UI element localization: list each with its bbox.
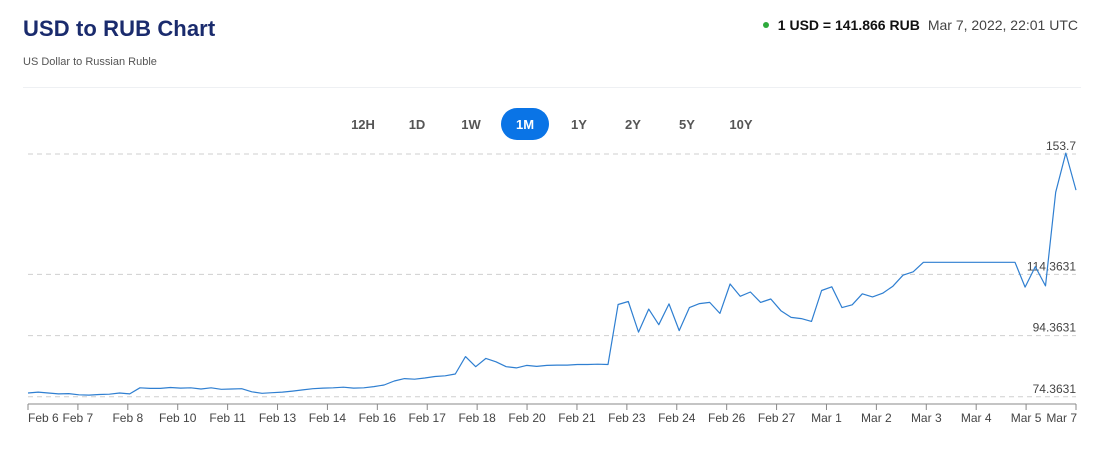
live-status-dot-icon bbox=[762, 22, 769, 28]
header-divider bbox=[23, 87, 1081, 88]
x-tick-label: Feb 8 bbox=[112, 411, 143, 425]
page-title: USD to RUB Chart bbox=[23, 16, 216, 41]
range-button-2y[interactable]: 2Y bbox=[609, 108, 657, 140]
x-tick-label: Feb 7 bbox=[63, 411, 94, 425]
range-button-1d[interactable]: 1D bbox=[393, 108, 441, 140]
x-tick-label: Mar 2 bbox=[861, 411, 892, 425]
x-tick-label: Feb 21 bbox=[558, 411, 596, 425]
page-subtitle: US Dollar to Russian Ruble bbox=[23, 56, 157, 68]
x-tick-label: Feb 17 bbox=[409, 411, 447, 425]
chart-series bbox=[27, 152, 1077, 396]
x-tick-label: Feb 14 bbox=[309, 411, 347, 425]
y-tick-label: 114.3631 bbox=[1027, 259, 1076, 273]
range-button-12h[interactable]: 12H bbox=[339, 108, 387, 140]
x-tick-label: Feb 16 bbox=[359, 411, 397, 425]
x-tick-label: Feb 11 bbox=[209, 411, 246, 425]
x-tick-label: Feb 20 bbox=[508, 411, 546, 425]
range-button-10y[interactable]: 10Y bbox=[717, 108, 765, 140]
x-tick-label: Feb 10 bbox=[159, 411, 197, 425]
x-tick-label: Mar 4 bbox=[961, 411, 992, 425]
exchange-rate-value: 1 USD = 141.866 RUB bbox=[777, 17, 920, 33]
range-button-1y[interactable]: 1Y bbox=[555, 108, 603, 140]
y-tick-label: 94.3631 bbox=[1033, 321, 1077, 335]
x-tick-label: Feb 23 bbox=[608, 411, 646, 425]
y-tick-label: 153.7 bbox=[1046, 139, 1076, 153]
x-tick-label: Feb 13 bbox=[259, 411, 297, 425]
rate-summary: 1 USD = 141.866 RUB Mar 7, 2022, 22:01 U… bbox=[762, 17, 1078, 33]
x-tick-label: Mar 1 bbox=[811, 411, 842, 425]
chart-gridlines bbox=[28, 153, 1076, 398]
x-tick-label: Feb 24 bbox=[658, 411, 696, 425]
time-range-selector: 12H 1D 1W 1M 1Y 2Y 5Y 10Y bbox=[0, 108, 1104, 140]
rate-timestamp: Mar 7, 2022, 22:01 UTC bbox=[927, 17, 1078, 33]
x-tick-label: Feb 27 bbox=[758, 411, 796, 425]
x-tick-label: Feb 6 bbox=[28, 411, 59, 425]
x-tick-label: Mar 7 bbox=[1046, 411, 1077, 425]
y-axis-labels: 153.7 114.3631 94.3631 74.3631 bbox=[1027, 139, 1076, 396]
series-line-usd-rub bbox=[27, 152, 1077, 396]
x-tick-label: Feb 18 bbox=[458, 411, 496, 425]
range-button-1w[interactable]: 1W bbox=[447, 108, 495, 140]
range-button-5y[interactable]: 5Y bbox=[663, 108, 711, 140]
range-button-1m[interactable]: 1M bbox=[501, 108, 549, 140]
x-tick-label: Mar 5 bbox=[1011, 411, 1042, 425]
x-axis: Feb 6 Feb 7 Feb 8 Feb 10 Feb 11 Feb 13 Feb 14 F… bbox=[27, 403, 1077, 425]
y-tick-label: 74.3631 bbox=[1033, 382, 1077, 396]
x-tick-label: Feb 26 bbox=[708, 411, 746, 425]
x-tick-label: Mar 3 bbox=[911, 411, 942, 425]
